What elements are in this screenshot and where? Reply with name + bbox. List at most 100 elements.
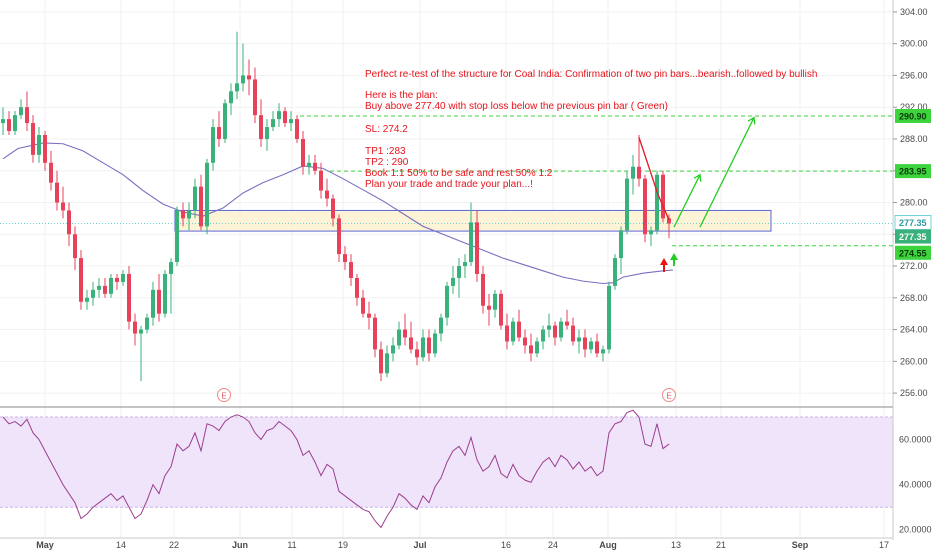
candle-body[interactable]: [283, 111, 287, 124]
price-tag[interactable]: 283.95: [895, 164, 931, 179]
candle-body[interactable]: [667, 218, 671, 224]
candle-body[interactable]: [259, 115, 263, 139]
candle-body[interactable]: [301, 138, 305, 167]
candle-body[interactable]: [541, 329, 545, 342]
candle-body[interactable]: [157, 289, 161, 314]
candle-body[interactable]: [253, 79, 257, 116]
candle-body[interactable]: [79, 258, 83, 302]
candle-body[interactable]: [187, 210, 191, 219]
candle-body[interactable]: [385, 353, 389, 374]
candle-body[interactable]: [511, 321, 515, 342]
candle-body[interactable]: [337, 218, 341, 255]
candle-body[interactable]: [601, 349, 605, 354]
candle-body[interactable]: [637, 166, 641, 179]
candle-body[interactable]: [661, 174, 665, 219]
candle-body[interactable]: [169, 262, 173, 274]
candle-body[interactable]: [559, 321, 563, 338]
candle-body[interactable]: [607, 285, 611, 350]
candle-body[interactable]: [247, 75, 251, 80]
candle-body[interactable]: [37, 135, 41, 155]
candle-body[interactable]: [595, 341, 599, 354]
candle-body[interactable]: [475, 222, 479, 274]
candle-body[interactable]: [469, 222, 473, 263]
candle-body[interactable]: [211, 127, 215, 163]
candle-body[interactable]: [235, 83, 239, 92]
price-tag[interactable]: 277.35: [895, 229, 931, 244]
earnings-event-marker[interactable]: E: [662, 388, 676, 402]
price-tag[interactable]: 274.55: [895, 245, 931, 260]
candle-body[interactable]: [289, 119, 293, 124]
candle-body[interactable]: [55, 182, 59, 203]
candle-body[interactable]: [103, 285, 107, 294]
candle-body[interactable]: [31, 123, 35, 155]
candle-body[interactable]: [91, 289, 95, 298]
candle-body[interactable]: [523, 337, 527, 346]
candle-body[interactable]: [325, 190, 329, 199]
candle-body[interactable]: [145, 317, 149, 330]
candle-body[interactable]: [655, 174, 659, 231]
candle-body[interactable]: [7, 119, 11, 132]
candle-body[interactable]: [403, 329, 407, 338]
candle-body[interactable]: [499, 293, 503, 326]
candle-body[interactable]: [1, 119, 5, 124]
candle-body[interactable]: [229, 91, 233, 104]
candle-body[interactable]: [421, 337, 425, 358]
candle-body[interactable]: [463, 262, 467, 267]
candle-body[interactable]: [409, 337, 413, 350]
price-tag[interactable]: 290.90: [895, 108, 931, 123]
candle-body[interactable]: [547, 325, 551, 330]
candle-body[interactable]: [295, 119, 299, 139]
candle-body[interactable]: [535, 341, 539, 354]
candle-body[interactable]: [433, 333, 437, 354]
candle-body[interactable]: [361, 297, 365, 314]
candle-body[interactable]: [367, 313, 371, 318]
candle-body[interactable]: [565, 321, 569, 326]
candles[interactable]: [1, 31, 671, 382]
candle-body[interactable]: [175, 210, 179, 263]
candle-body[interactable]: [439, 317, 443, 334]
candle-body[interactable]: [241, 75, 245, 84]
candle-body[interactable]: [487, 305, 491, 310]
candle-body[interactable]: [517, 321, 521, 338]
candle-body[interactable]: [139, 329, 143, 334]
candle-body[interactable]: [133, 321, 137, 334]
candle-body[interactable]: [307, 162, 311, 167]
candle-body[interactable]: [181, 210, 185, 219]
candle-body[interactable]: [43, 135, 47, 163]
rsi-pane[interactable]: 20.0000 40.0000 60.0000: [0, 406, 932, 535]
candle-body[interactable]: [427, 337, 431, 354]
candle-body[interactable]: [529, 345, 533, 354]
candle-body[interactable]: [19, 107, 23, 116]
candle-body[interactable]: [199, 186, 203, 227]
candle-body[interactable]: [265, 127, 269, 139]
candle-body[interactable]: [649, 230, 653, 235]
candle-body[interactable]: [49, 162, 53, 183]
price-tag[interactable]: 277.35: [894, 215, 932, 231]
time-axis[interactable]: May 14 22 Jun 11 19 Jul 16 24 Aug 13 21 Sep 17: [0, 537, 893, 550]
candle-body[interactable]: [583, 337, 587, 350]
candle-body[interactable]: [625, 178, 629, 231]
candle-body[interactable]: [457, 266, 461, 278]
candle-body[interactable]: [619, 230, 623, 259]
candle-body[interactable]: [223, 103, 227, 139]
candle-body[interactable]: [271, 119, 275, 128]
candle-body[interactable]: [355, 277, 359, 298]
candle-body[interactable]: [631, 166, 635, 179]
candle-body[interactable]: [313, 162, 317, 171]
candle-body[interactable]: [127, 273, 131, 322]
price-axis[interactable]: 256.00260.00264.00268.00272.00276.00280.…: [892, 0, 932, 540]
candle-body[interactable]: [277, 111, 281, 120]
candle-body[interactable]: [97, 285, 101, 290]
candle-body[interactable]: [577, 337, 581, 342]
candle-body[interactable]: [73, 234, 77, 259]
candle-body[interactable]: [67, 210, 71, 235]
candle-body[interactable]: [493, 293, 497, 310]
candle-body[interactable]: [553, 325, 557, 338]
candle-body[interactable]: [589, 341, 593, 350]
candle-body[interactable]: [415, 349, 419, 358]
candle-body[interactable]: [151, 289, 155, 318]
candle-body[interactable]: [445, 285, 449, 318]
candle-body[interactable]: [331, 198, 335, 219]
